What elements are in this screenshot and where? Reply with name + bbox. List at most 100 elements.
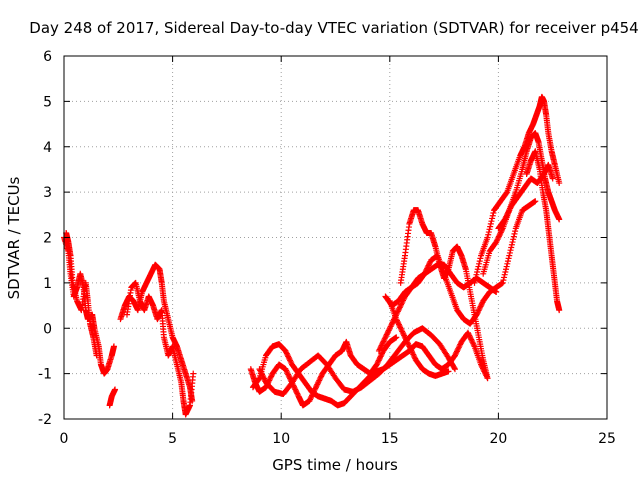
data-point — [556, 180, 563, 187]
data-point — [478, 302, 485, 309]
data-point — [376, 346, 383, 353]
data-point — [454, 347, 461, 354]
data-point — [306, 397, 313, 404]
data-point — [506, 206, 513, 213]
data-point — [379, 341, 386, 348]
data-point — [285, 354, 292, 361]
data-point — [266, 376, 273, 383]
data-point — [495, 234, 502, 241]
data-point — [380, 338, 387, 345]
data-point — [286, 374, 293, 381]
data-point — [504, 258, 511, 265]
data-point — [507, 205, 514, 212]
data-point — [510, 236, 517, 243]
data-point — [285, 372, 292, 379]
data-point — [478, 300, 485, 307]
series-mid-c — [256, 325, 458, 398]
data-point — [317, 374, 324, 381]
data-point — [375, 347, 382, 354]
data-point — [395, 321, 402, 328]
data-point — [388, 322, 395, 329]
data-point — [255, 376, 262, 383]
data-point — [496, 232, 503, 239]
data-point — [488, 218, 495, 225]
data-point — [395, 307, 402, 314]
data-point — [403, 336, 410, 343]
data-point — [493, 237, 500, 244]
data-point — [556, 307, 563, 314]
data-point — [474, 308, 481, 315]
data-point — [291, 383, 298, 390]
data-point — [385, 328, 392, 335]
data-point — [374, 360, 381, 367]
data-point — [396, 322, 403, 329]
data-point — [312, 385, 319, 392]
data-point — [383, 331, 390, 338]
data-point — [393, 317, 400, 324]
data-point — [407, 346, 414, 353]
y-tick-label: -2 — [38, 412, 52, 428]
data-point — [404, 339, 411, 346]
data-point — [424, 265, 431, 272]
data-point — [501, 216, 508, 223]
data-point — [393, 334, 400, 341]
data-point — [406, 343, 413, 350]
data-point — [395, 320, 402, 327]
data-point — [455, 344, 462, 351]
data-point — [400, 331, 407, 338]
data-point — [285, 371, 292, 378]
data-point — [314, 380, 321, 387]
data-point — [549, 175, 556, 182]
data-point — [511, 230, 518, 237]
data-point — [464, 329, 471, 336]
data-point — [408, 348, 415, 355]
data-point — [423, 266, 430, 273]
data-point — [259, 371, 266, 378]
data-point — [257, 368, 264, 375]
data-point — [293, 389, 300, 396]
data-point — [498, 228, 505, 235]
data-point — [375, 357, 382, 364]
data-point — [466, 332, 473, 339]
y-tick-label: 0 — [43, 321, 52, 337]
y-tick-label: 1 — [43, 276, 52, 292]
data-point — [503, 266, 510, 273]
y-tick-label: -1 — [38, 367, 52, 383]
data-point — [387, 324, 394, 331]
y-axis-label: SDTVAR / TECUs — [5, 176, 23, 299]
data-point — [377, 343, 384, 350]
data-point — [387, 323, 394, 330]
data-point — [385, 327, 392, 334]
data-point — [285, 353, 292, 360]
data-point — [499, 226, 506, 233]
data-point — [468, 337, 475, 344]
data-point — [425, 262, 432, 269]
data-point — [503, 190, 510, 197]
data-point — [256, 366, 263, 373]
data-point — [426, 259, 433, 266]
data-point — [497, 230, 504, 237]
data-point — [93, 352, 100, 359]
plot-frame — [63, 55, 608, 420]
data-point — [378, 350, 385, 357]
data-point — [267, 374, 274, 381]
data-point — [468, 336, 475, 343]
data-point — [377, 354, 384, 361]
data-point — [469, 339, 476, 346]
data-point — [388, 320, 395, 327]
data-point — [476, 258, 483, 265]
data-point — [397, 324, 404, 331]
data-point — [485, 229, 492, 236]
data-point — [397, 325, 404, 332]
series-early-c — [106, 386, 119, 409]
data-point — [376, 356, 383, 363]
data-point — [397, 303, 404, 310]
y-tick-label: 4 — [43, 140, 52, 156]
data-point — [393, 316, 400, 323]
data-point — [467, 335, 474, 342]
data-point — [478, 361, 485, 368]
data-point — [501, 271, 508, 278]
data-point — [456, 342, 463, 349]
data-point — [396, 305, 403, 312]
data-point — [378, 352, 385, 359]
